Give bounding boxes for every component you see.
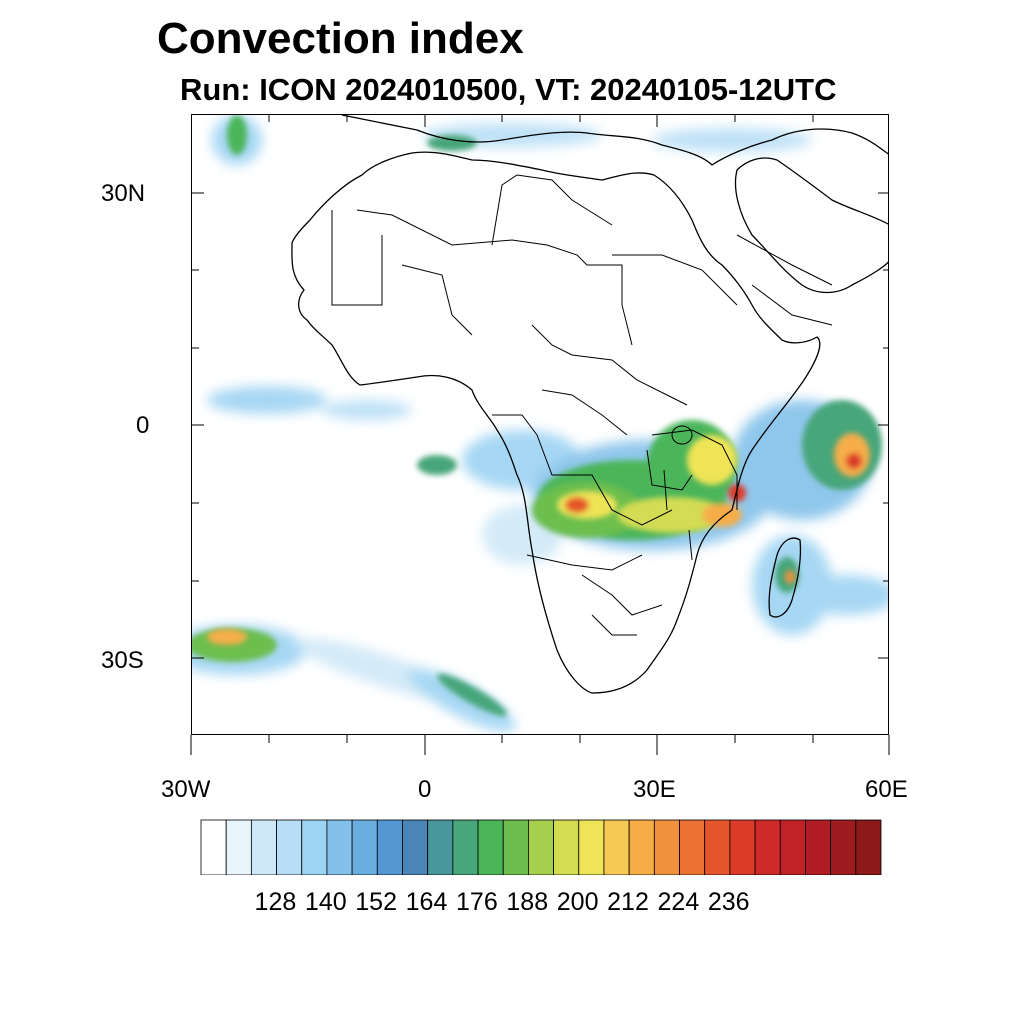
colorbar-swatch [805,819,832,875]
colorbar-swatch [402,819,429,875]
lon-ticks [190,735,890,755]
chart-subtitle: Run: ICON 2024010500, VT: 20240105-12UTC [180,72,837,107]
colorbar-swatch [427,819,454,875]
colorbar-swatch [502,819,529,875]
chart-title: Convection index [157,14,524,63]
colorbar-swatch [452,819,479,875]
lakes [663,425,693,561]
colorbar-label: 200 [556,888,599,916]
colorbar-swatch [553,819,580,875]
country-borders [331,174,833,636]
colorbar-label: 188 [506,888,549,916]
colorbar-swatch [628,819,655,875]
colorbar-swatch [225,819,252,875]
lon-label-30w: 30W [161,776,211,803]
colorbar-swatch [704,819,731,875]
colorbar-swatch [653,819,680,875]
convection-field [192,115,888,732]
colorbar-swatch [528,819,554,875]
coastlines [291,115,888,694]
colorbar-swatch [855,819,882,875]
colorbar-label: 164 [405,888,448,916]
colorbar-label: 212 [607,888,649,916]
lat-label-30s: 30S [101,647,144,674]
colorbar-label: 176 [456,888,498,916]
colorbar-swatch [729,819,756,875]
colorbar-swatch [276,819,303,875]
colorbar-swatch [376,819,403,875]
lon-label-0: 0 [418,776,432,803]
colorbar-label: 128 [254,888,297,916]
lon-label-30e: 30E [633,776,676,803]
graticule-ticks [192,115,888,659]
colorbar-swatch [477,819,504,875]
colorbar-label: 152 [355,888,397,916]
colorbar-label: 140 [304,888,347,916]
colorbar-swatch [250,819,277,875]
colorbar-swatch [830,819,857,875]
colorbar-swatch [754,819,781,875]
map-canvas [192,115,888,732]
colorbar-swatch [578,819,605,875]
colorbar-swatch [301,819,328,875]
lon-label-60e: 60E [865,776,908,803]
colorbar-label: 236 [707,888,750,916]
colorbar-swatch [200,819,227,875]
map-panel [191,114,889,735]
colorbar [200,819,882,875]
colorbar-swatch [326,819,353,875]
colorbar-swatch [779,819,806,875]
lat-label-0: 0 [136,412,150,439]
colorbar-swatch [603,819,630,875]
colorbar-swatch [679,819,706,875]
colorbar-swatch [351,819,378,875]
lat-label-30n: 30N [101,180,146,207]
colorbar-label: 224 [657,888,700,916]
